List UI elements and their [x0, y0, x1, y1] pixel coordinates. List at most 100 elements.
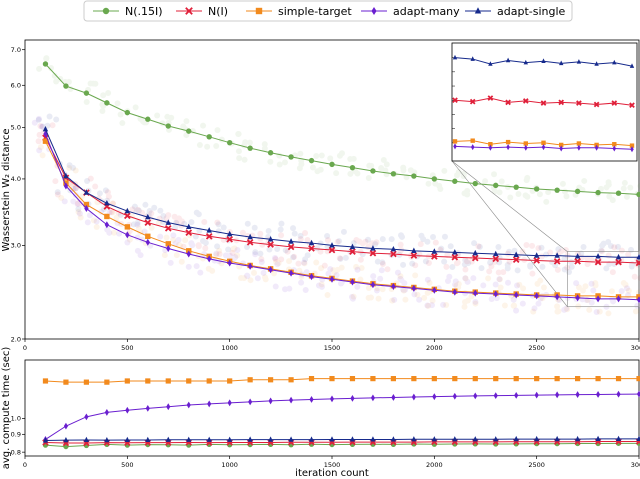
time-point-simple-target	[247, 377, 253, 383]
run-dot	[273, 258, 280, 265]
run-dot	[397, 273, 404, 280]
main-point-n-15i	[329, 161, 335, 168]
run-dot	[400, 261, 407, 268]
run-dot	[318, 152, 325, 159]
run-dot	[202, 245, 209, 252]
run-dot	[31, 119, 38, 126]
time-point-adapt-many	[145, 404, 150, 412]
run-dot	[424, 289, 431, 296]
run-dot	[39, 123, 46, 130]
run-dot	[527, 262, 534, 269]
run-dot	[507, 194, 514, 201]
run-dot	[241, 275, 248, 282]
run-dot	[603, 265, 610, 272]
run-dot	[163, 215, 170, 222]
run-dot	[590, 287, 597, 294]
main-point-n-i	[226, 235, 234, 243]
run-dot	[441, 258, 448, 265]
run-dot	[130, 221, 137, 228]
time-point-adapt-many	[63, 422, 69, 430]
main-point-n-15i	[308, 157, 315, 164]
run-dot	[607, 243, 614, 250]
time-point-simple-target	[636, 376, 640, 382]
run-dot	[454, 259, 461, 266]
run-dot	[350, 293, 357, 300]
run-dot	[463, 190, 470, 197]
main-point-adapt-single	[615, 253, 622, 260]
run-dot	[37, 123, 44, 130]
main-point-adapt-many	[125, 231, 130, 239]
run-dot	[425, 302, 432, 309]
run-dot	[555, 246, 562, 253]
inset-point-n-i	[505, 99, 511, 106]
time-point-adapt-many	[288, 396, 294, 404]
inset-series-adapt-many	[453, 143, 634, 153]
run-dot	[261, 141, 268, 148]
run-dot	[575, 284, 582, 291]
run-dot	[231, 245, 238, 252]
run-dot	[108, 209, 115, 216]
main-point-simple-target	[165, 241, 171, 247]
run-dot	[409, 260, 416, 267]
time-point-simple-target	[554, 376, 560, 382]
run-dot	[296, 165, 303, 172]
time-point-adapt-many	[248, 398, 253, 406]
run-dot	[84, 219, 91, 226]
run-dot	[447, 243, 454, 250]
inset-point-adapt-single	[523, 59, 528, 65]
run-dot	[537, 277, 544, 284]
run-dot	[592, 282, 599, 289]
run-dot	[579, 287, 586, 294]
run-dot	[92, 80, 99, 87]
time-point-adapt-many	[432, 393, 437, 401]
main-point-adapt-single	[554, 252, 560, 258]
run-dot	[139, 209, 146, 216]
run-dot	[72, 185, 79, 192]
main-point-adapt-single	[431, 248, 438, 254]
run-dot	[266, 246, 273, 253]
time-point-adapt-single	[247, 436, 253, 442]
run-dot	[523, 242, 530, 249]
run-dot	[324, 291, 331, 298]
legend-label: adapt-single	[497, 5, 566, 18]
run-dot	[436, 182, 443, 189]
run-dot	[599, 242, 606, 249]
time-point-simple-target	[227, 378, 233, 384]
time-point-simple-target	[349, 376, 356, 382]
run-dot	[348, 294, 355, 301]
run-dot	[614, 243, 621, 250]
run-dot	[290, 225, 297, 232]
run-dot	[35, 115, 42, 122]
main-point-adapt-many	[514, 291, 519, 299]
run-dot	[531, 305, 538, 312]
run-dot	[133, 208, 140, 215]
run-dot	[90, 80, 97, 87]
run-dot	[244, 272, 251, 279]
run-dot	[244, 272, 251, 279]
run-dot	[504, 250, 511, 257]
main-point-n-15i	[186, 128, 192, 134]
main-point-n-15i	[145, 116, 151, 122]
time-line-simple-target	[45, 378, 639, 383]
run-dot	[446, 273, 453, 280]
main-point-n-15i	[431, 176, 438, 182]
run-dot	[74, 200, 81, 207]
main-point-n-15i	[267, 150, 274, 156]
run-dot	[400, 287, 407, 294]
run-dot	[606, 193, 613, 200]
main-series-n-15i	[42, 61, 640, 198]
run-dot	[274, 246, 281, 253]
run-dot	[314, 168, 321, 175]
run-cloud-adapt-single	[35, 113, 636, 275]
main-point-n-15i	[554, 187, 560, 193]
run-dot	[627, 184, 634, 191]
inset-point-adapt-single	[559, 60, 564, 66]
run-dot	[35, 138, 42, 145]
main-line-n-15i	[45, 63, 640, 195]
time-point-adapt-single	[124, 436, 130, 443]
run-dot	[382, 167, 389, 174]
time-point-adapt-many	[575, 391, 580, 398]
run-dot	[510, 302, 517, 309]
run-dot	[618, 247, 625, 254]
run-dot	[167, 259, 174, 266]
